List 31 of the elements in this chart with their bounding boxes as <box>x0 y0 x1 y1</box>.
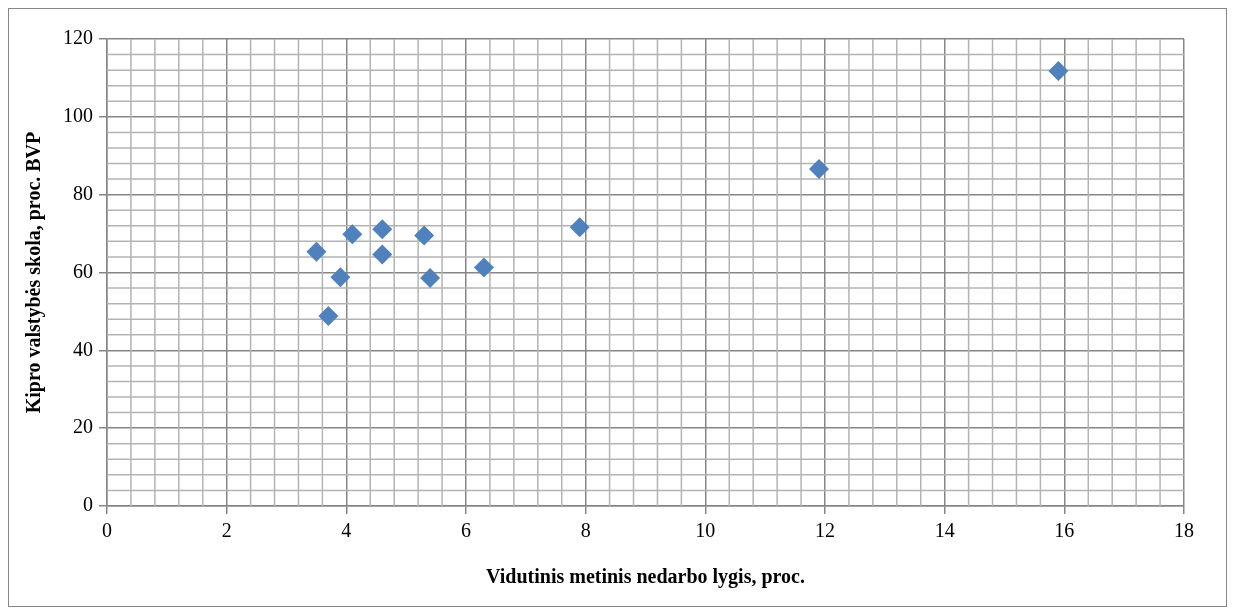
x-tick-label: 6 <box>461 519 471 542</box>
x-tick-label: 12 <box>815 519 835 542</box>
point <box>1048 60 1069 81</box>
x-tick-label: 2 <box>221 519 232 542</box>
point <box>414 225 435 246</box>
x-axis-title: Vidutinis metinis nedarbo lygis, proc. <box>486 565 805 589</box>
y-tick-label: 120 <box>63 26 93 49</box>
x-tick-label: 0 <box>102 519 112 542</box>
y-tick-label: 20 <box>73 415 93 438</box>
y-tick-label: 0 <box>83 493 93 516</box>
point <box>372 219 393 240</box>
point <box>420 267 441 288</box>
y-axis-title: Kipro valstybės skola, proc. BVP <box>22 131 46 414</box>
y-tick-label: 100 <box>63 104 93 127</box>
point <box>306 241 327 262</box>
point <box>372 244 393 265</box>
point <box>330 267 351 288</box>
point <box>569 217 590 238</box>
x-tick-label: 18 <box>1174 519 1194 542</box>
point <box>318 306 339 327</box>
x-tick-label: 8 <box>580 519 591 542</box>
point <box>473 257 494 278</box>
x-tick-label: 4 <box>341 519 352 542</box>
x-tick-label: 16 <box>1054 519 1075 542</box>
point <box>809 158 830 179</box>
point <box>342 224 363 245</box>
x-tick-label: 14 <box>934 519 955 542</box>
x-tick-label: 10 <box>695 519 716 542</box>
y-tick-label: 40 <box>73 337 93 360</box>
y-tick-label: 80 <box>73 181 93 204</box>
y-tick-label: 60 <box>73 259 93 282</box>
